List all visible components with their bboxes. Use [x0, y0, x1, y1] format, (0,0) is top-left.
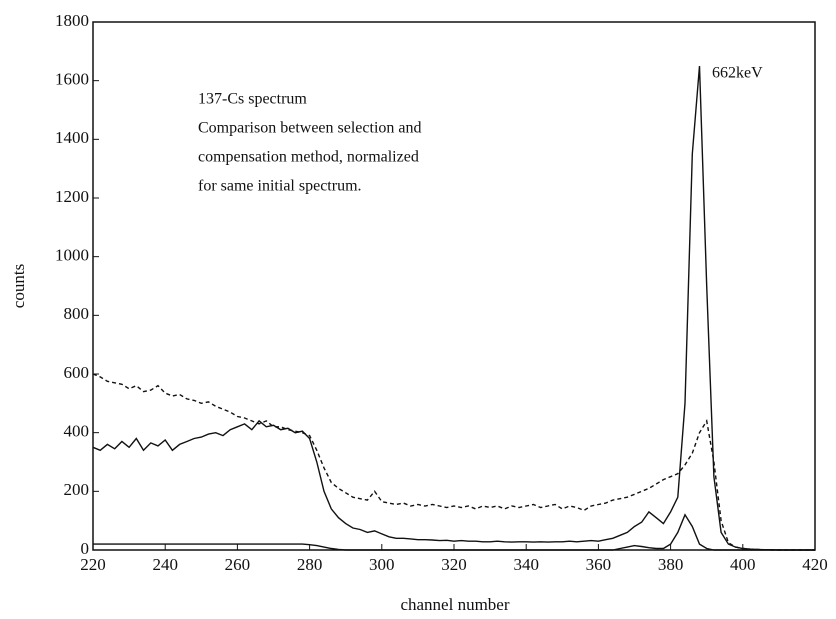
x-tick-label: 260 — [225, 555, 251, 574]
x-tick-label: 380 — [658, 555, 684, 574]
annotation: for same initial spectrum. — [198, 178, 362, 195]
x-tick-label: 340 — [513, 555, 539, 574]
y-tick-label: 1200 — [55, 187, 89, 206]
series-line — [92, 373, 815, 551]
x-tick-label: 320 — [441, 555, 467, 574]
x-tick-label: 360 — [586, 555, 612, 574]
y-tick-label: 0 — [81, 539, 90, 558]
y-tick-label: 1400 — [55, 128, 89, 147]
y-tick-label: 600 — [64, 363, 90, 382]
y-tick-label: 800 — [64, 304, 90, 323]
y-tick-label: 200 — [64, 480, 90, 499]
annotation: 137-Cs spectrum — [198, 91, 307, 108]
annotation: Comparison between selection and — [198, 120, 422, 137]
y-tick-label: 1000 — [55, 246, 89, 265]
y-axis-label: counts — [9, 264, 28, 308]
y-tick-label: 400 — [64, 422, 90, 441]
annotation: compensation method, normalized — [198, 149, 419, 166]
x-axis-label: channel number — [400, 595, 509, 614]
x-tick-label: 300 — [369, 555, 395, 574]
x-tick-label: 420 — [802, 555, 828, 574]
x-tick-label: 400 — [730, 555, 756, 574]
series-line — [93, 513, 815, 551]
x-tick-label: 240 — [152, 555, 178, 574]
x-tick-label: 220 — [80, 555, 106, 574]
y-tick-label: 1600 — [55, 70, 89, 89]
peak-label: 662keV — [712, 65, 763, 82]
x-tick-label: 280 — [297, 555, 323, 574]
y-tick-label: 1800 — [55, 11, 89, 30]
series-line — [92, 65, 815, 551]
